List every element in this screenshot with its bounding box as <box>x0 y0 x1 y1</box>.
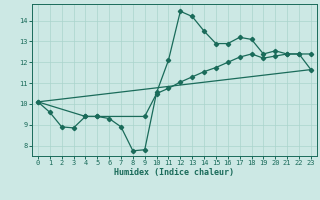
X-axis label: Humidex (Indice chaleur): Humidex (Indice chaleur) <box>115 168 234 177</box>
